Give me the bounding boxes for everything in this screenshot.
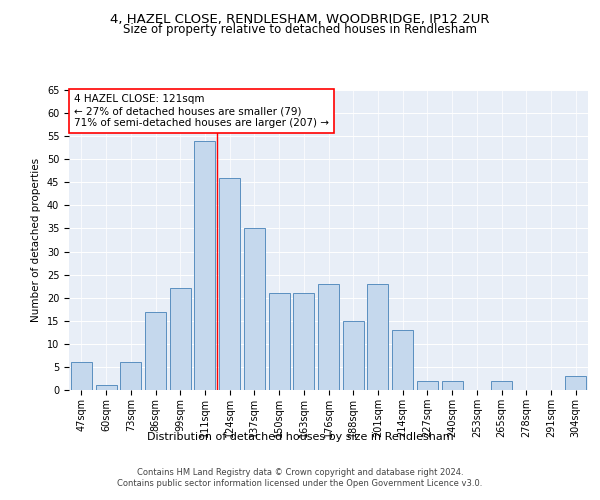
Y-axis label: Number of detached properties: Number of detached properties <box>31 158 41 322</box>
Bar <box>491 381 512 390</box>
Bar <box>219 178 240 390</box>
Bar <box>392 330 413 390</box>
Bar <box>318 284 339 390</box>
Text: 4, HAZEL CLOSE, RENDLESHAM, WOODBRIDGE, IP12 2UR: 4, HAZEL CLOSE, RENDLESHAM, WOODBRIDGE, … <box>110 12 490 26</box>
Bar <box>194 141 215 390</box>
Bar <box>417 381 438 390</box>
Bar <box>244 228 265 390</box>
Bar <box>269 293 290 390</box>
Bar <box>565 376 586 390</box>
Bar <box>343 321 364 390</box>
Bar <box>95 386 116 390</box>
Text: Distribution of detached houses by size in Rendlesham: Distribution of detached houses by size … <box>146 432 454 442</box>
Bar <box>367 284 388 390</box>
Bar <box>170 288 191 390</box>
Bar <box>293 293 314 390</box>
Text: Contains HM Land Registry data © Crown copyright and database right 2024.
Contai: Contains HM Land Registry data © Crown c… <box>118 468 482 487</box>
Bar <box>120 362 141 390</box>
Bar <box>145 312 166 390</box>
Text: 4 HAZEL CLOSE: 121sqm
← 27% of detached houses are smaller (79)
71% of semi-deta: 4 HAZEL CLOSE: 121sqm ← 27% of detached … <box>74 94 329 128</box>
Bar <box>442 381 463 390</box>
Bar <box>71 362 92 390</box>
Text: Size of property relative to detached houses in Rendlesham: Size of property relative to detached ho… <box>123 24 477 36</box>
